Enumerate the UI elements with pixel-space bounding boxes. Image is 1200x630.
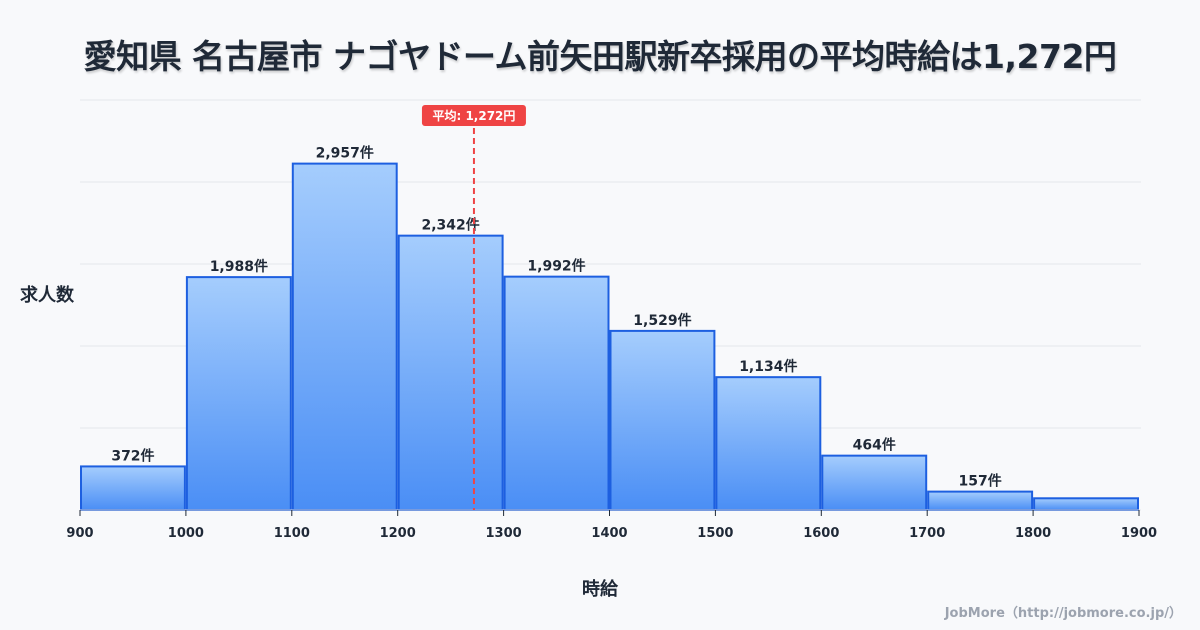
x-tick-label: 900: [66, 526, 93, 541]
bar-data-label: 464件: [853, 437, 896, 454]
bar-data-label: 1,988件: [210, 258, 268, 275]
histogram-bar: [821, 454, 928, 512]
bar-data-label: 372件: [111, 447, 154, 464]
bar-data-label: 1,992件: [527, 258, 585, 275]
bar-data-label: 1,529件: [633, 312, 691, 329]
credit-text: JobMore（http://jobmore.co.jp/）: [944, 606, 1182, 621]
bar-data-label: 157件: [959, 473, 1002, 490]
bar-data-label: 1,134件: [739, 358, 797, 375]
x-tick-label: 1700: [909, 526, 945, 541]
histogram-bar: [609, 329, 716, 512]
histogram-bar: [927, 490, 1034, 512]
x-tick-label: 1600: [803, 526, 839, 541]
x-tick-label: 1000: [168, 526, 204, 541]
y-axis-label: 求人数: [20, 285, 74, 306]
x-tick-label: 1100: [274, 526, 310, 541]
x-tick-label: 1500: [697, 526, 733, 541]
histogram-bar: [1033, 497, 1139, 511]
histogram-bar: [291, 162, 398, 511]
histogram-bar: [503, 275, 610, 511]
histogram-bar: [80, 465, 186, 511]
x-tick-label: 1800: [1015, 526, 1051, 541]
mean-label: 平均: 1,272円: [432, 108, 515, 123]
x-axis-label: 時給: [582, 579, 618, 600]
mean-label-background: [421, 105, 526, 126]
histogram-bar: [185, 276, 292, 511]
x-tick-label: 1900: [1121, 526, 1157, 541]
x-tick-label: 1300: [486, 526, 522, 541]
histogram-bar: [397, 234, 504, 511]
histogram-bar: [715, 376, 822, 511]
chart-title: 愛知県 名古屋市 ナゴヤドーム前矢田駅新卒採用の平均時給は1,272円: [83, 37, 1117, 76]
x-tick-label: 1400: [591, 526, 627, 541]
bar-data-label: 2,342件: [422, 217, 480, 234]
bar-data-label: 2,957件: [316, 145, 374, 162]
x-tick-label: 1200: [380, 526, 416, 541]
